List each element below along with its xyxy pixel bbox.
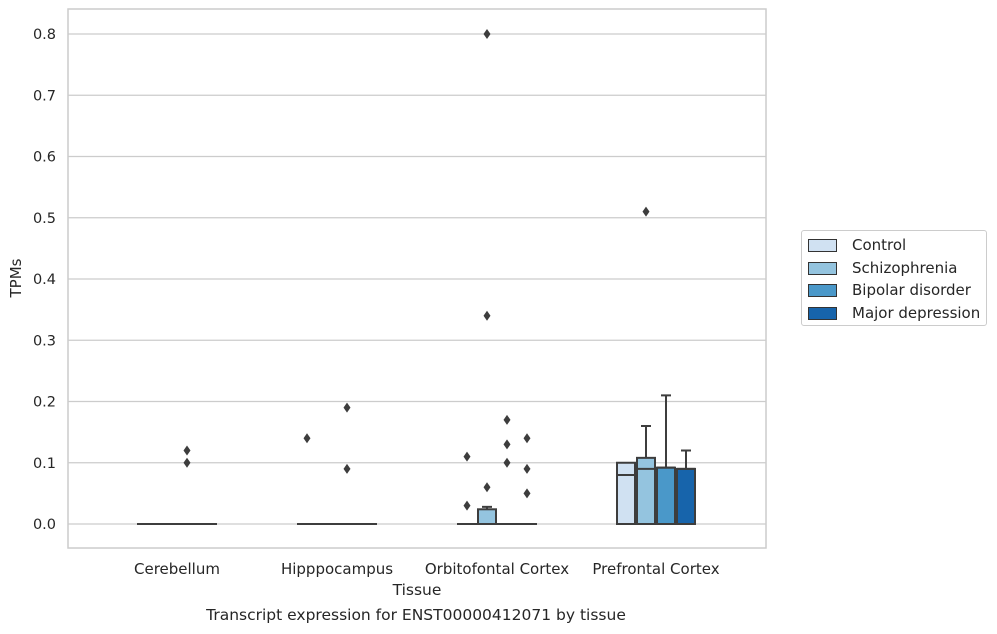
y-tick-label: 0.1 <box>33 456 56 472</box>
y-tick-label: 0.6 <box>33 150 56 166</box>
box-body <box>636 456 656 526</box>
boxes <box>137 394 696 526</box>
legend-label-bipolar-disorder: Bipolar disorder <box>852 281 971 299</box>
outlier-point <box>183 457 191 468</box>
outlier-point <box>483 482 491 493</box>
outlier-point <box>523 463 531 474</box>
y-tick-labels: 0.0 0.1 0.2 0.3 0.4 0.5 0.6 0.7 0.8 <box>33 27 56 533</box>
outlier-point <box>523 488 531 499</box>
x-tick-label: Cerebellum <box>134 560 220 578</box>
outlier-point <box>483 310 491 321</box>
legend: Control Schizophrenia Bipolar disorder M… <box>801 230 987 326</box>
outlier-point <box>503 457 511 468</box>
legend-item-schizophrenia: Schizophrenia <box>808 258 957 278</box>
legend-swatch-control <box>808 238 837 252</box>
legend-label-schizophrenia: Schizophrenia <box>852 259 958 277</box>
outlier-point <box>343 402 351 413</box>
box-prefrontal-cortex-bipolar-disorder <box>656 394 676 525</box>
y-tick-label: 0.5 <box>33 211 56 227</box>
box-prefrontal-cortex-major-depression <box>676 449 696 525</box>
x-tick-label: Hipppocampus <box>281 560 393 578</box>
box-body <box>656 466 676 525</box>
x-tick-label: Prefrontal Cortex <box>592 560 719 578</box>
x-axis-label: Tissue <box>392 581 442 599</box>
legend-item-bipolar-disorder: Bipolar disorder <box>808 280 971 300</box>
x-tick-labels: Cerebellum Hipppocampus Orbitofontal Corte… <box>134 560 720 578</box>
y-tick-label: 0.7 <box>33 88 56 104</box>
y-tick-label: 0.8 <box>33 27 56 43</box>
x-tick-label: Orbitofontal Cortex <box>425 560 569 578</box>
legend-swatch-bipolar-disorder <box>808 283 837 297</box>
outlier-points <box>183 29 650 511</box>
y-tick-label: 0.2 <box>33 395 56 411</box>
outlier-point <box>343 463 351 474</box>
y-tick-label: 0.3 <box>33 333 56 349</box>
box-prefrontal-cortex-control <box>616 461 636 525</box>
box-body <box>477 508 497 525</box>
legend-label-major-depression: Major depression <box>852 304 981 322</box>
box-orbitofontal-cortex-schizophrenia <box>477 505 497 525</box>
outlier-point <box>523 433 531 444</box>
y-tick-label: 0.4 <box>33 272 56 288</box>
chart-caption: Transcript expression for ENST0000041207… <box>206 606 626 624</box>
outlier-point <box>183 445 191 456</box>
legend-item-major-depression: Major depression <box>808 303 980 323</box>
legend-item-control: Control <box>808 235 906 255</box>
box-prefrontal-cortex-schizophrenia <box>636 425 656 526</box>
legend-swatch-major-depression <box>808 306 837 320</box>
outlier-point <box>483 29 491 39</box>
y-axis-label: TPMs <box>7 258 25 298</box>
outlier-point <box>503 414 511 425</box>
box-body <box>616 461 636 525</box>
box-body <box>676 467 696 525</box>
y-tick-label: 0.0 <box>33 517 56 533</box>
outlier-point <box>503 439 511 450</box>
outlier-point <box>642 206 650 217</box>
outlier-point <box>463 500 471 511</box>
outlier-point <box>303 433 311 444</box>
outlier-point <box>463 451 471 462</box>
legend-label-control: Control <box>852 236 907 254</box>
legend-swatch-schizophrenia <box>808 261 837 275</box>
